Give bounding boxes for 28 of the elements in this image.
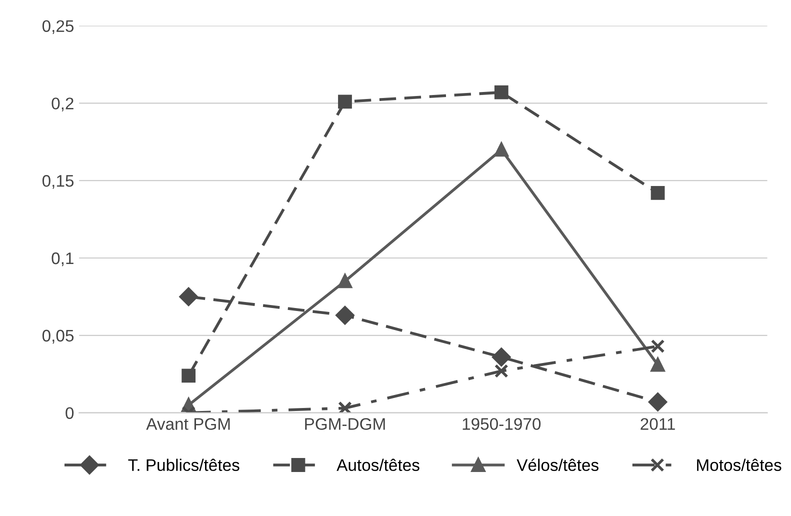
point [338,401,352,413]
point [494,85,508,100]
point [650,339,665,354]
legend-label: Vélos/têtes [516,458,598,471]
x-tick-label: 2011 [640,418,675,430]
point [492,348,511,366]
point [650,358,665,372]
point [650,186,665,200]
y-tick-label: 0,1 [52,252,74,266]
x-tick-label: Avant PGM [146,418,230,430]
legend-label: Autos/têtes [336,458,420,471]
y-tick-label: 0,15 [42,175,74,189]
x-tick-label: 1950-1970 [462,418,541,430]
point [494,142,508,157]
point [338,94,352,109]
point [182,368,196,383]
point [494,364,508,378]
y-tick-label: 0,25 [42,20,74,34]
legend-label: Motos/têtes [697,458,782,471]
point [179,287,198,306]
point [336,306,354,325]
x-tick-label: PGM-DGM [305,418,385,430]
y-tick-label: 0,05 [42,330,74,344]
y-tick-label: 0 [66,407,74,420]
point [648,392,668,412]
point [338,274,352,288]
legend-label: T. Publics/têtes [128,458,240,471]
y-tick-label: 0,2 [52,98,74,112]
